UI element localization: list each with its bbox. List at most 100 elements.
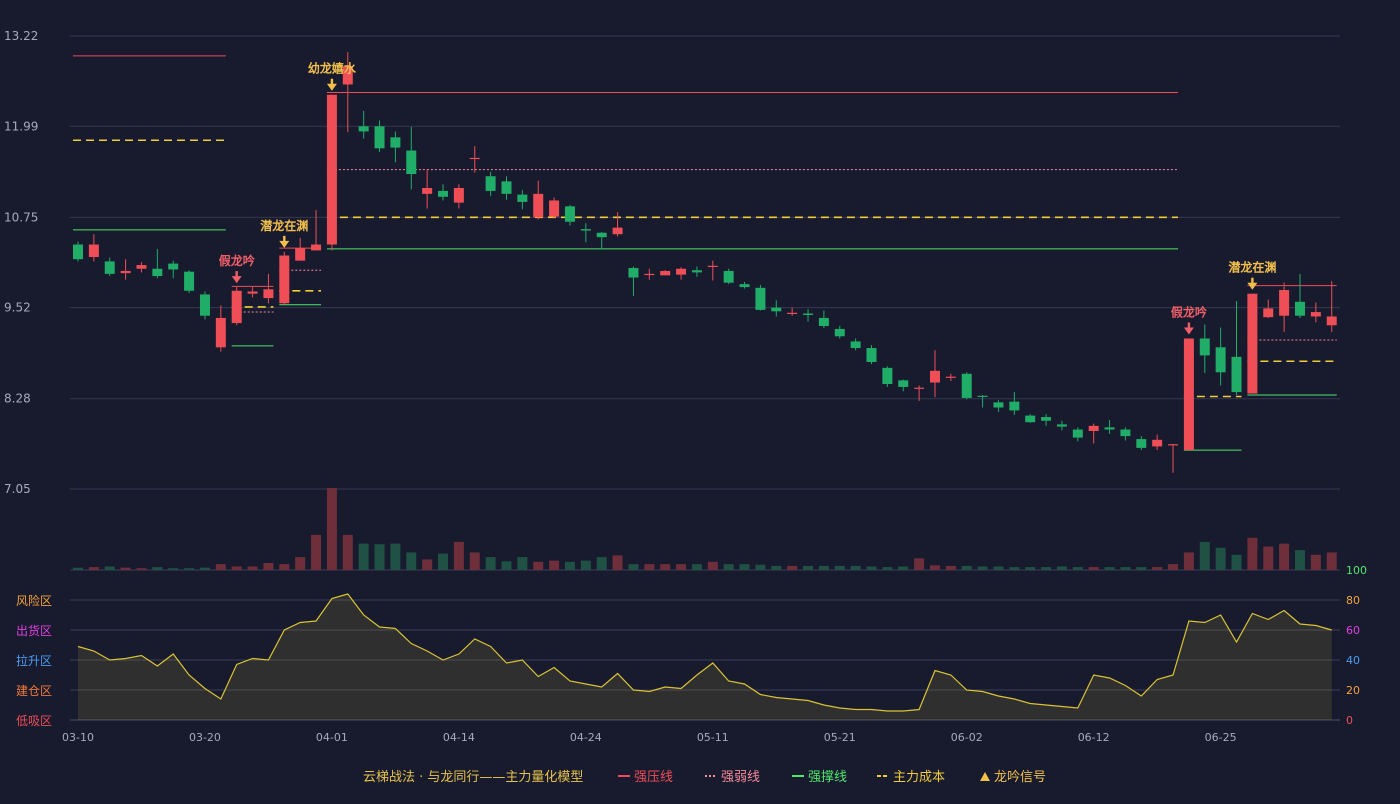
candle-body	[564, 206, 575, 222]
volume-bar	[215, 564, 226, 570]
candle-body	[755, 287, 766, 310]
candle-body	[660, 270, 671, 276]
indicator-zone-label: 建仓区	[16, 684, 52, 698]
volume-bar	[311, 534, 322, 570]
price-tick-label: 9.52	[4, 301, 31, 315]
volume-bar	[1215, 547, 1226, 570]
volume-bar	[929, 565, 940, 570]
volume-bar	[1152, 567, 1163, 570]
candle-body	[279, 255, 290, 304]
volume-bar	[644, 564, 655, 570]
indicator-tick-label: 0	[1346, 714, 1353, 727]
candle-body	[311, 244, 322, 251]
price-axis: 13.22 11.99 10.75 9.52 8.28 7.05	[4, 29, 38, 496]
legend-label: 主力成本	[893, 770, 945, 785]
volume-bar	[279, 564, 290, 570]
candle-body	[1120, 429, 1131, 437]
legend-label: 龙吟信号	[994, 769, 1046, 785]
candle-body	[771, 307, 782, 312]
volume-bar	[247, 566, 258, 570]
indicator-tick-label: 100	[1346, 564, 1367, 577]
volume-bar	[406, 552, 417, 570]
volume-bar	[866, 566, 877, 570]
volume-bar	[882, 567, 893, 570]
candle-body	[818, 317, 829, 327]
volume-bar	[914, 558, 925, 570]
candle-body	[326, 94, 337, 245]
candle-body	[803, 313, 814, 315]
candle-body	[263, 289, 274, 299]
volume-bar	[1009, 567, 1020, 570]
legend-triangle-icon	[980, 772, 990, 781]
legend-label: 强撑线	[808, 770, 847, 785]
price-tick-label: 8.28	[4, 392, 31, 406]
date-tick-label: 03-20	[189, 731, 221, 744]
candle-body	[1279, 290, 1290, 316]
volume-bar	[1247, 537, 1258, 570]
candle-body	[787, 312, 798, 314]
date-tick-label: 04-01	[316, 731, 348, 744]
candle-body	[580, 229, 591, 231]
volume-bar	[691, 564, 702, 570]
volume-bar	[1136, 567, 1147, 570]
candle-body	[676, 268, 687, 275]
candle-body	[1056, 424, 1067, 427]
price-tick-label: 7.05	[4, 482, 31, 496]
signal-label: 假龙吟	[1171, 304, 1207, 319]
chart-subtitle: 云梯战法 · 与龙同行——主力量化模型	[363, 770, 583, 785]
indicator-zone-label: 风险区	[16, 593, 52, 608]
candle-body	[1152, 439, 1163, 447]
indicator-tick-label: 60	[1346, 624, 1360, 637]
volume-bar	[1041, 567, 1052, 570]
candle-body	[247, 291, 258, 294]
candle-body	[628, 268, 639, 278]
candle-body	[184, 271, 195, 291]
volume-bar	[707, 561, 718, 570]
signal-label: 幼龙嬉水	[308, 61, 357, 76]
volume-bar	[533, 561, 544, 570]
candle-body	[691, 270, 702, 273]
signal-label: 潜龙在渊	[1228, 260, 1276, 275]
candle-body	[469, 157, 480, 160]
volume-bar	[945, 565, 956, 570]
volume-bar	[469, 552, 480, 570]
candle-body	[1183, 338, 1194, 451]
candle-body	[501, 181, 512, 194]
candle-body	[549, 200, 560, 217]
candle-body	[945, 376, 956, 378]
candle-body	[199, 294, 210, 316]
volume-bar	[1168, 564, 1179, 570]
volume-bar	[453, 541, 464, 570]
volume-bar	[1199, 541, 1210, 570]
candle-body	[73, 244, 83, 260]
volume-bar	[358, 543, 369, 570]
volume-bar	[1120, 567, 1131, 570]
volume-bar	[771, 565, 782, 570]
candle-body	[898, 380, 909, 387]
volume-bar	[1231, 554, 1242, 570]
volume-bar	[660, 564, 671, 570]
volume-bar	[152, 567, 163, 570]
candle-body	[438, 190, 449, 197]
volume-bar	[1088, 567, 1099, 570]
candle-body	[1168, 444, 1179, 446]
date-tick-label: 04-14	[443, 731, 475, 744]
volume-bar	[295, 557, 306, 570]
indicator-tick-label: 20	[1346, 684, 1360, 697]
indicator-area	[78, 594, 1332, 720]
candle-body	[104, 261, 115, 274]
date-tick-label: 03-10	[62, 731, 94, 744]
candle-body	[1025, 415, 1036, 423]
candle-body	[1326, 316, 1337, 326]
candle-body	[1072, 429, 1083, 438]
date-tick-label: 05-11	[697, 731, 729, 744]
volume-bar	[612, 555, 623, 570]
volume-bar	[993, 566, 1004, 570]
volume-bar	[199, 567, 210, 570]
candle-body	[1041, 417, 1052, 421]
candle-body	[215, 317, 226, 348]
volume-bar	[1056, 566, 1067, 570]
volume-bar	[1279, 543, 1290, 570]
